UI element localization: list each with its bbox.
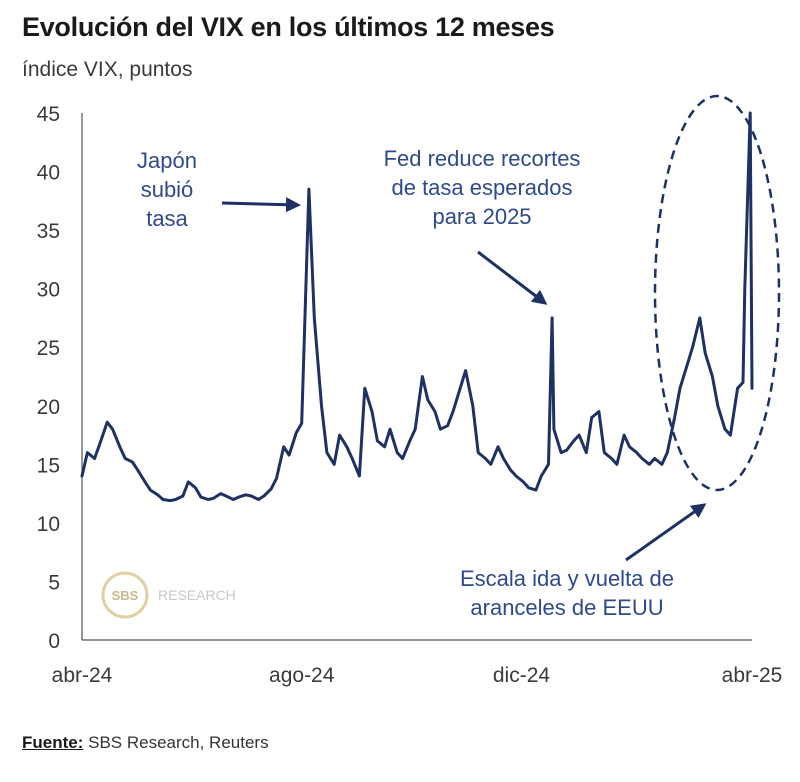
y-tick-label: 0 (48, 630, 60, 653)
y-tick-label: 30 (37, 279, 60, 302)
highlight-ellipse (653, 94, 781, 492)
x-tick-label: abr-24 (52, 664, 113, 687)
y-tick-label: 20 (37, 396, 60, 419)
annotation-line: de tasa esperados (391, 175, 572, 200)
source-text: SBS Research, Reuters (83, 733, 269, 752)
y-tick-label: 15 (37, 454, 60, 477)
x-tick-label: ago-24 (269, 664, 335, 687)
sbs-research-watermark: SBS RESEARCH (101, 571, 236, 619)
annotation-line: Escala ida y vuelta de (460, 566, 674, 591)
annotation-line: subió (141, 177, 194, 202)
annotation-arrow (625, 503, 707, 562)
sbs-logo-badge: SBS (112, 588, 139, 603)
vix-line-chart: SBS RESEARCH 0 5 10 15 20 25 30 35 40 45 abr-24 ag… (37, 94, 783, 687)
annotation-arrow (477, 250, 548, 305)
y-tick-label: 45 (37, 103, 60, 126)
annotation-line: Japón (137, 148, 197, 173)
watermark-text: RESEARCH (158, 587, 236, 603)
x-tick-label: dic-24 (493, 664, 551, 687)
y-tick-label: 40 (37, 162, 60, 185)
annotation-label: Japón subió tasa (137, 148, 197, 231)
annotation-line: Fed reduce recortes (384, 146, 581, 171)
y-tick-label: 10 (37, 513, 60, 536)
annotation-line: para 2025 (432, 204, 531, 229)
source-note: Fuente: SBS Research, Reuters (22, 733, 269, 753)
annotation-line: aranceles de EEUU (470, 595, 663, 620)
y-tick-label: 35 (37, 220, 60, 243)
vix-series-line (80, 111, 754, 503)
annotation-line: tasa (146, 206, 188, 231)
sbs-logo-circle (101, 571, 149, 619)
y-tick-label: 5 (48, 571, 60, 594)
y-tick-label: 25 (37, 337, 60, 360)
annotation-label: Fed reduce recortes de tasa esperados para… (384, 146, 581, 229)
y-axis-unit-label: índice VIX, puntos (22, 58, 193, 81)
annotation-label: Escala ida y vuelta de aranceles de EEUU (460, 566, 674, 620)
annotation-arrow (221, 197, 301, 213)
x-tick-label: abr-25 (722, 664, 783, 687)
chart-title: Evolución del VIX en los últimos 12 mese… (22, 12, 555, 42)
source-label: Fuente: (22, 733, 84, 752)
